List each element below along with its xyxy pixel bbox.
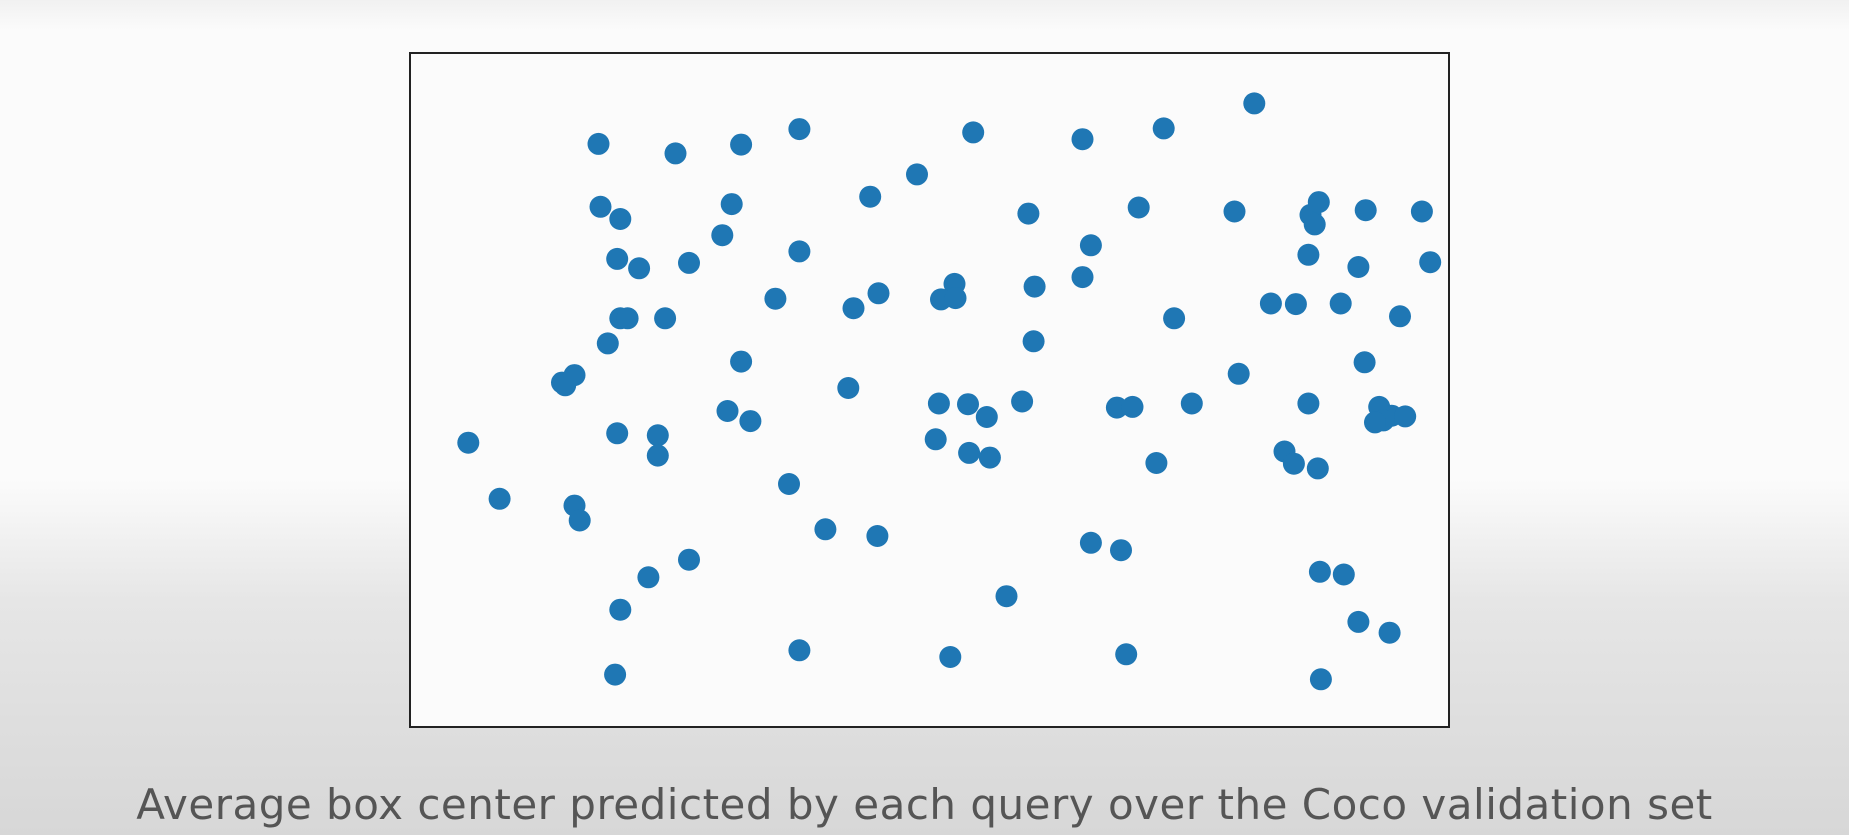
scatter-point [604,663,627,686]
scatter-point [606,247,629,270]
scatter-point [1353,351,1376,374]
scatter-point [1329,292,1352,315]
scatter-point [1297,392,1320,415]
scatter-point [1259,292,1282,315]
scatter-point [1115,643,1138,666]
scatter-point [957,393,979,416]
scatter-point [1079,234,1102,257]
scatter-point [1152,117,1175,140]
scatter-point [939,646,962,668]
scatter-point [609,208,632,230]
scatter-point [1017,202,1040,225]
scatter-point [596,332,619,355]
scatter-point [1419,251,1442,274]
scatter-point [975,406,998,428]
scatter-point [646,424,669,447]
scatter-point [788,639,811,662]
scatter-point [962,121,985,144]
scatter-point [678,548,700,571]
scatter-point [1347,256,1370,278]
scatter-point [1121,395,1144,418]
scatter-point [563,364,586,387]
scatter-point [1308,560,1331,583]
scatter-point [1332,563,1355,586]
scatter-point [1364,411,1386,434]
scatter-point [730,133,753,156]
scatter-point [711,224,734,247]
scatter-point [716,400,739,422]
scatter-plot [409,52,1450,728]
scatter-point [587,132,610,155]
scatter-point [1180,392,1203,415]
scatter-point [606,422,629,445]
scatter-point [1079,531,1102,554]
scatter-point [837,377,860,399]
scatter-point [739,410,762,433]
scatter-point [457,431,480,454]
scatter-point [646,444,669,467]
scatter-point [589,195,612,218]
scatter-point [859,185,882,208]
scatter-point [1011,390,1034,413]
scatter-point [720,193,743,216]
scatter-point [1227,362,1250,385]
scatter-point [628,257,651,280]
scatter-point [1145,452,1168,474]
scatter-point [664,142,687,165]
scatter-point [1105,396,1128,419]
scatter-points [457,92,1442,691]
scatter-point [867,282,890,305]
scatter-point [1284,293,1307,316]
scatter-point [788,240,811,263]
scatter-point [1297,243,1320,266]
scatter-point [944,287,967,310]
scatter-point [1306,457,1329,480]
scatter-point [1022,330,1045,353]
scatter-point [1282,452,1305,475]
scatter-point [814,518,837,541]
scatter-point [1347,610,1370,633]
scatter-point [1410,200,1433,223]
scatter-point [978,446,1001,469]
scatter-point [1394,405,1417,428]
scatter-point [609,598,632,621]
scatter-point [1163,307,1186,330]
scatter-point [1110,539,1132,562]
scatter-point [637,566,660,589]
scatter-point [842,297,865,320]
scatter-point [1389,305,1411,328]
scatter-point [654,307,677,330]
scatter-point [1223,200,1246,223]
scatter-point [1127,196,1150,219]
scatter-point [778,473,800,495]
scatter-point [1023,275,1046,298]
scatter-point [927,392,950,415]
scatter-point [1309,668,1332,691]
scatter-point [866,525,889,547]
slide-caption: Average box center predicted by each que… [136,780,1713,829]
plot-frame [409,52,1450,728]
scatter-point [678,251,700,274]
scatter-point [1071,128,1094,151]
scatter-point [788,118,811,141]
scatter-point [488,487,511,510]
scatter-point [1071,266,1094,289]
scatter-point [1354,199,1377,222]
scatter-point [1378,621,1401,644]
scatter-point [616,307,639,330]
scatter-point [1303,213,1326,236]
scatter-point [730,350,753,373]
scatter-point [958,441,981,464]
scatter-point [995,585,1018,608]
scatter-point [1307,191,1330,214]
scatter-point [568,509,591,532]
scatter-point [764,287,787,310]
scatter-point [906,163,928,186]
scatter-point [924,428,947,451]
scatter-point [1243,92,1266,115]
